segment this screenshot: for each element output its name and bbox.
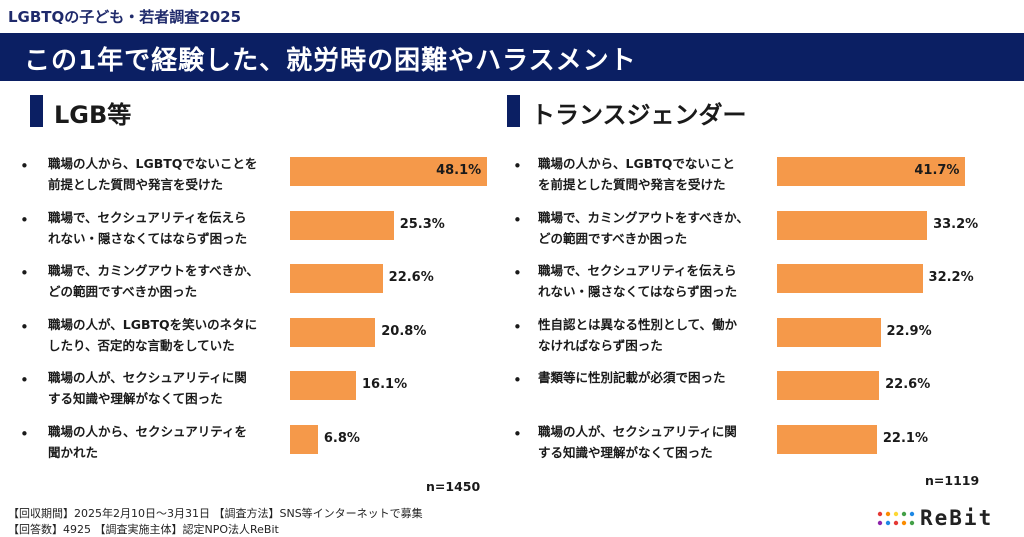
footer-line-2: 【回答数】4925 【調査実施主体】認定NPO法人ReBit (8, 523, 279, 536)
category-label-line: 職場の人から、LGBTQでないことを (48, 156, 258, 171)
bar-value-label: 33.2% (933, 216, 979, 232)
category-label-line: を前提とした質問や発言を受けた (538, 177, 726, 192)
category-label-line: なければならず困った (538, 337, 663, 353)
bar-value-label: 22.1% (882, 430, 928, 446)
category-label-line: どの範囲ですべきか困った (48, 284, 198, 299)
bar-value-label: 22.9% (886, 323, 932, 339)
category-label-line: したり、否定的な言動をしていた (48, 337, 235, 353)
bar (290, 210, 394, 240)
bullet-icon: • (513, 317, 522, 336)
bar-row: • 職場の人が、セクシュアリティに関 する知識や理解がなくて困った 22.1% (505, 421, 1024, 467)
category-label-line: する知識や理解がなくて困った (48, 391, 223, 406)
bullet-icon: • (20, 264, 29, 282)
right-panel-title: トランスジェンダー (531, 101, 747, 129)
bar-row: • 職場で、セクシュアリティを伝えら れない・隠さなくてはならず困った 25.3% (0, 207, 500, 253)
right-sample-size: n=1119 (925, 473, 980, 488)
category-label-line: する知識や理解がなくて困った (538, 444, 713, 460)
bar (290, 424, 318, 454)
bullet-icon: • (20, 424, 29, 443)
category-label-line: 職場の人が、LGBTQを笑いのネタに (48, 316, 258, 332)
bullet-icon: • (513, 264, 522, 282)
category-label-line: 職場の人が、セクシュアリティに関 (538, 423, 737, 439)
bar-row: • 職場で、セクシュアリティを伝えら れない・隠さなくてはならず困った 32.2% (505, 260, 1024, 306)
logo-text: ReBit (920, 506, 994, 530)
page-title: この1年で経験した、就労時の困難やハラスメント (24, 46, 637, 76)
bar-value-label: 16.1% (362, 377, 408, 392)
category-label-line: れない・隠さなくてはならず困った (538, 284, 738, 299)
bar-value-label: 22.6% (885, 377, 931, 392)
bullet-icon: • (20, 371, 29, 389)
bullet-icon: • (513, 371, 522, 389)
bar-row: • 職場の人が、セクシュアリティに関 する知識や理解がなくて困った 16.1% (0, 367, 500, 413)
category-label-line: 職場で、カミングアウトをすべきか、 (538, 209, 749, 225)
survey-label: LGBTQの子ども・若者調査2025 (8, 8, 242, 26)
category-label: 職場で、カミングアウトをすべきか、 どの範囲ですべきか困った (538, 207, 778, 249)
title-banner: この1年で経験した、就労時の困難やハラスメント (0, 33, 1024, 81)
category-label-line: 職場の人が、セクシュアリティに関 (48, 370, 247, 385)
category-label: 職場の人から、セクシュアリティを 聞かれた (48, 421, 288, 463)
bullet-icon: • (513, 210, 522, 229)
category-label: 職場の人が、セクシュアリティに関 する知識や理解がなくて困った (48, 367, 288, 409)
bar-value-label: 48.1% (436, 163, 482, 178)
bar-row: • 職場の人から、LGBTQでないこと を前提とした質問や発言を受けた 41.7% (505, 153, 1024, 199)
bullet-icon: • (20, 210, 29, 229)
bar-value-label: 32.2% (928, 270, 974, 285)
category-label: 職場の人から、LGBTQでないことを前提とした質問や発言を受けた (538, 153, 778, 195)
bar (777, 157, 966, 186)
category-label-line: 職場で、カミングアウトをすべきか、 (48, 263, 259, 278)
category-label: 職場で、セクシュアリティを伝えら れない・隠さなくてはならず困った (48, 207, 288, 249)
category-label: 職場で、セクシュアリティを伝えら れない・隠さなくてはならず困った (538, 260, 778, 302)
category-label-line: 職場で、セクシュアリティを伝えら (48, 209, 247, 225)
category-label: 職場で、カミングアウトをすべきか、 どの範囲ですべきか困った (48, 260, 288, 302)
bar-row: • 職場の人から、LGBTQでないことを 前提とした質問や発言を受けた 48.1% (0, 153, 500, 199)
category-label-line: 職場の人から、セクシュアリティを (48, 423, 248, 439)
category-label: 職場の人が、LGBTQを笑いのネタに したり、否定的な言動をしていた (48, 314, 288, 356)
bar-row: • 職場で、カミングアウトをすべきか、 どの範囲ですべきか困った 33.2% (505, 207, 1024, 253)
category-label-line: 職場の人から、LGBTQでないこと (538, 156, 735, 171)
left-sample-size: n=1450 (426, 479, 481, 494)
footer-line-1: 【回収期間】2025年2月10日～3月31日 【調査方法】SNS等インターネット… (8, 507, 423, 520)
panel-marker (507, 95, 520, 127)
bar-row: • 性自認とは異なる性別として、働か なければならず困った 22.9% (505, 314, 1024, 360)
bar (777, 264, 923, 293)
bar-row: • 職場で、カミングアウトをすべきか、 どの範囲ですべきか困った 22.6% (0, 260, 500, 306)
left-panel-title: LGB等 (54, 101, 132, 129)
bar-row: • 職場の人から、セクシュアリティを 聞かれた 6.8% (0, 421, 500, 467)
category-label-line: 職場で、セクシュアリティを伝えら (538, 263, 737, 278)
bar-value-label: 25.3% (399, 216, 445, 232)
category-label-line: どの範囲ですべきか困った (538, 230, 688, 246)
bullet-icon: • (20, 157, 29, 175)
panel-marker (30, 95, 43, 127)
bar-value-label: 20.8% (381, 323, 427, 339)
bar (290, 157, 488, 186)
bar (777, 371, 880, 400)
bar-value-label: 22.6% (388, 270, 434, 285)
bar (777, 317, 881, 347)
bar-value-label: 41.7% (914, 163, 960, 178)
category-label-line: 前提とした質問や発言を受けた (48, 177, 224, 192)
bar (290, 371, 356, 400)
bar-row: • 書類等に性別記載が必須で困った 22.6% (505, 367, 1024, 413)
bullet-icon: • (20, 317, 29, 336)
category-label-line: 聞かれた (48, 444, 99, 460)
bar (777, 424, 877, 454)
category-label-line: れない・隠さなくてはならず困った (48, 230, 248, 246)
category-label: 職場の人が、セクシュアリティに関 する知識や理解がなくて困った (538, 421, 778, 463)
bar-row: • 職場の人が、LGBTQを笑いのネタに したり、否定的な言動をしていた 20.8% (0, 314, 500, 360)
bar (290, 317, 376, 347)
category-label: 書類等に性別記載が必須で困った (538, 367, 778, 388)
logo-dots-icon (877, 511, 915, 526)
bar (290, 264, 383, 293)
category-label-line: 性自認とは異なる性別として、働か (538, 316, 738, 332)
category-label-line: 書類等に性別記載が必須で困った (538, 370, 726, 385)
category-label: 職場の人から、LGBTQでないことを前提とした質問や発言を受けた (48, 153, 288, 195)
bar-value-label: 6.8% (323, 430, 360, 446)
bullet-icon: • (513, 424, 522, 443)
bar (777, 210, 928, 240)
bullet-icon: • (513, 157, 522, 175)
category-label: 性自認とは異なる性別として、働か なければならず困った (538, 314, 778, 356)
